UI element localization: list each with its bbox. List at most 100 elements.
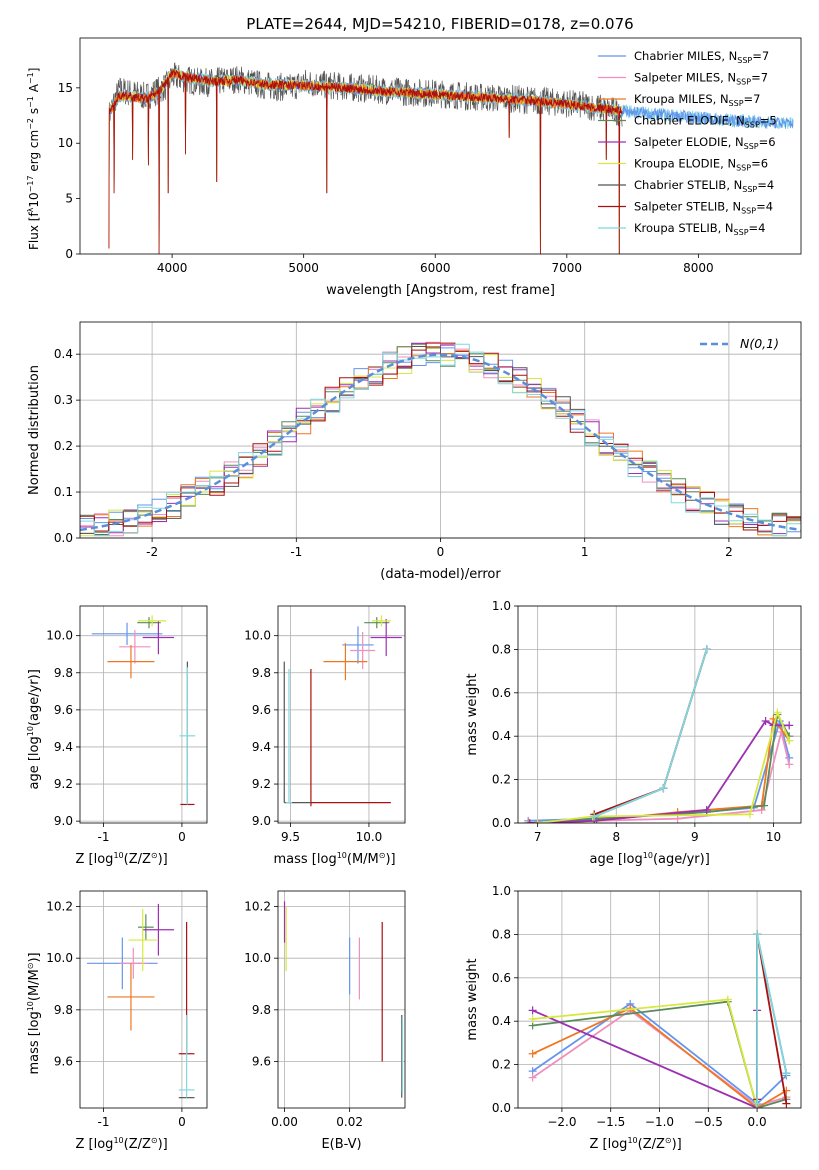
- x-axis-label: wavelength [Angstrom, rest frame]: [326, 283, 555, 298]
- data-point-marker: [745, 810, 754, 819]
- data-point-marker: [785, 721, 794, 730]
- y-tick-label: 9.6: [54, 1055, 73, 1069]
- superscript: −2: [26, 118, 35, 130]
- legend-label: Salpeter ELODIE, NSSP=6: [634, 135, 776, 151]
- plot-area: [528, 930, 791, 1108]
- legend-subscript: SSP: [745, 121, 760, 130]
- text-part: )]: [672, 1137, 682, 1152]
- legend-text: =6: [751, 157, 768, 171]
- superscript: 10: [627, 1136, 637, 1145]
- x-tick-label: −0.5: [694, 1115, 723, 1129]
- superscript: 10: [26, 726, 35, 736]
- text-part: )]: [27, 952, 42, 962]
- legend-text: Chabrier MILES, N: [634, 49, 737, 63]
- axes-frame: [79, 890, 208, 1109]
- y-tick-label: 9.0: [54, 814, 73, 828]
- y-tick-label: 9.6: [252, 1055, 271, 1069]
- y-tick-label: 0.1: [54, 485, 73, 499]
- data-point-marker: [659, 784, 668, 793]
- y-axis-label: mass weight: [465, 958, 480, 1040]
- data-point-marker: [702, 645, 711, 654]
- legend-text: =4: [749, 221, 766, 235]
- superscript: λ: [26, 207, 35, 212]
- text-part: age [log: [590, 852, 643, 867]
- legend-label: Chabrier STELIB, NSSP=4: [634, 178, 774, 194]
- data-point-marker: [723, 995, 732, 1004]
- text-part: s: [27, 108, 41, 118]
- legend-label: Salpeter MILES, NSSP=7: [634, 71, 768, 87]
- y-tick-label: 0.2: [492, 773, 511, 787]
- data-point-marker: [785, 760, 794, 769]
- y-tick-label: 0.3: [54, 393, 73, 407]
- y-tick-label: 9.4: [54, 740, 73, 754]
- text-part: Flux [f: [27, 212, 41, 250]
- data-point-marker: [590, 812, 599, 821]
- model-spectrum-line: [108, 68, 623, 254]
- text-part: (age/yr)]: [653, 852, 710, 867]
- legend-text: =7: [744, 92, 761, 106]
- x-tick-label: 10: [766, 830, 781, 844]
- y-tick-label: 0.2: [492, 1058, 511, 1072]
- superscript: ⊙: [26, 963, 35, 970]
- data-point-marker: [761, 717, 770, 726]
- data-point-marker: [760, 801, 769, 810]
- text-part: (age/yr)]: [27, 669, 42, 726]
- y-tick-label: 1.0: [492, 599, 511, 613]
- superscript: ⊙: [379, 851, 386, 860]
- legend-text: Kroupa STELIB, N: [634, 221, 734, 235]
- y-tick-label: 0.6: [492, 971, 511, 985]
- y-axis-label: Flux [fλ10−17 erg cm−2 s−1 A−1]: [26, 68, 41, 250]
- legend-text: =7: [751, 71, 768, 85]
- x-tick-label: 10.0: [356, 830, 383, 844]
- plot-area: [87, 903, 195, 1099]
- text-part: Z [log: [76, 852, 114, 867]
- data-point-marker: [533, 819, 542, 823]
- legend-subscript: SSP: [736, 78, 751, 87]
- text-part: (Z/Z: [124, 852, 151, 867]
- mass-vs-metallicity-panel: -1 09.69.810.010.2Z [log10(Z/Z⊙)]mass [lo…: [26, 890, 208, 1152]
- x-axis-label: E(B-V): [321, 1137, 361, 1152]
- y-tick-label: 10.0: [244, 629, 271, 643]
- superscript: 10: [337, 851, 347, 860]
- series-line: [537, 709, 791, 823]
- x-tick-label: −2.0: [547, 1115, 576, 1129]
- x-axis-label: Z [log10(Z/Z⊙)]: [76, 1136, 168, 1152]
- x-tick-label: 0.00: [271, 1115, 298, 1129]
- text-part: erg cm: [27, 130, 41, 176]
- axes-frame: [517, 890, 802, 1109]
- x-tick-label: 7: [534, 830, 542, 844]
- text-part: (M/M: [347, 852, 379, 867]
- axes-frame: [277, 605, 406, 824]
- text-part: (M/M: [27, 969, 42, 1001]
- plot-area: [283, 615, 402, 807]
- data-point-marker: [528, 1073, 537, 1082]
- x-tick-label: 8: [612, 830, 620, 844]
- text-part: )]: [158, 852, 168, 867]
- y-tick-label: 5: [65, 192, 73, 206]
- legend-text: Chabrier ELODIE, N: [634, 114, 745, 128]
- legend-subscript: SSP: [729, 99, 744, 108]
- y-tick-label: 0.4: [54, 347, 73, 361]
- y-tick-label: 15: [58, 81, 73, 95]
- x-tick-label: 2: [725, 545, 733, 559]
- plot-area: [80, 341, 801, 537]
- y-tick-label: 9.6: [252, 703, 271, 717]
- y-axis-label: mass weight: [465, 673, 480, 755]
- y-tick-label: 0.0: [492, 816, 511, 830]
- weight-vs-metallicity-panel: −2.0 −1.5 −1.0 −0.5 0.0 0.0 0.2 0.4 0.6 0.8 1.0 Z […: [465, 884, 802, 1152]
- superscript: 10: [113, 1136, 123, 1145]
- legend-text: =4: [757, 178, 774, 192]
- age-vs-mass-panel: 9.5 10.0 9.0 9.2 9.4 9.6 9.8 10.0 mass [log10(M/…: [244, 605, 406, 867]
- x-axis-label: Z [log10(Z/Z⊙)]: [590, 1136, 682, 1152]
- legend-subscript: SSP: [736, 164, 751, 173]
- axes-frame: [277, 890, 406, 1109]
- y-tick-label: 1.0: [492, 884, 511, 898]
- legend-label: Kroupa STELIB, NSSP=4: [634, 221, 765, 237]
- data-point-marker: [753, 1099, 762, 1108]
- data-point-marker: [782, 1069, 791, 1078]
- plot-area: [108, 62, 794, 254]
- legend-subscript: SSP: [741, 207, 756, 216]
- data-point-marker: [525, 819, 534, 823]
- x-tick-label: 0: [178, 830, 186, 844]
